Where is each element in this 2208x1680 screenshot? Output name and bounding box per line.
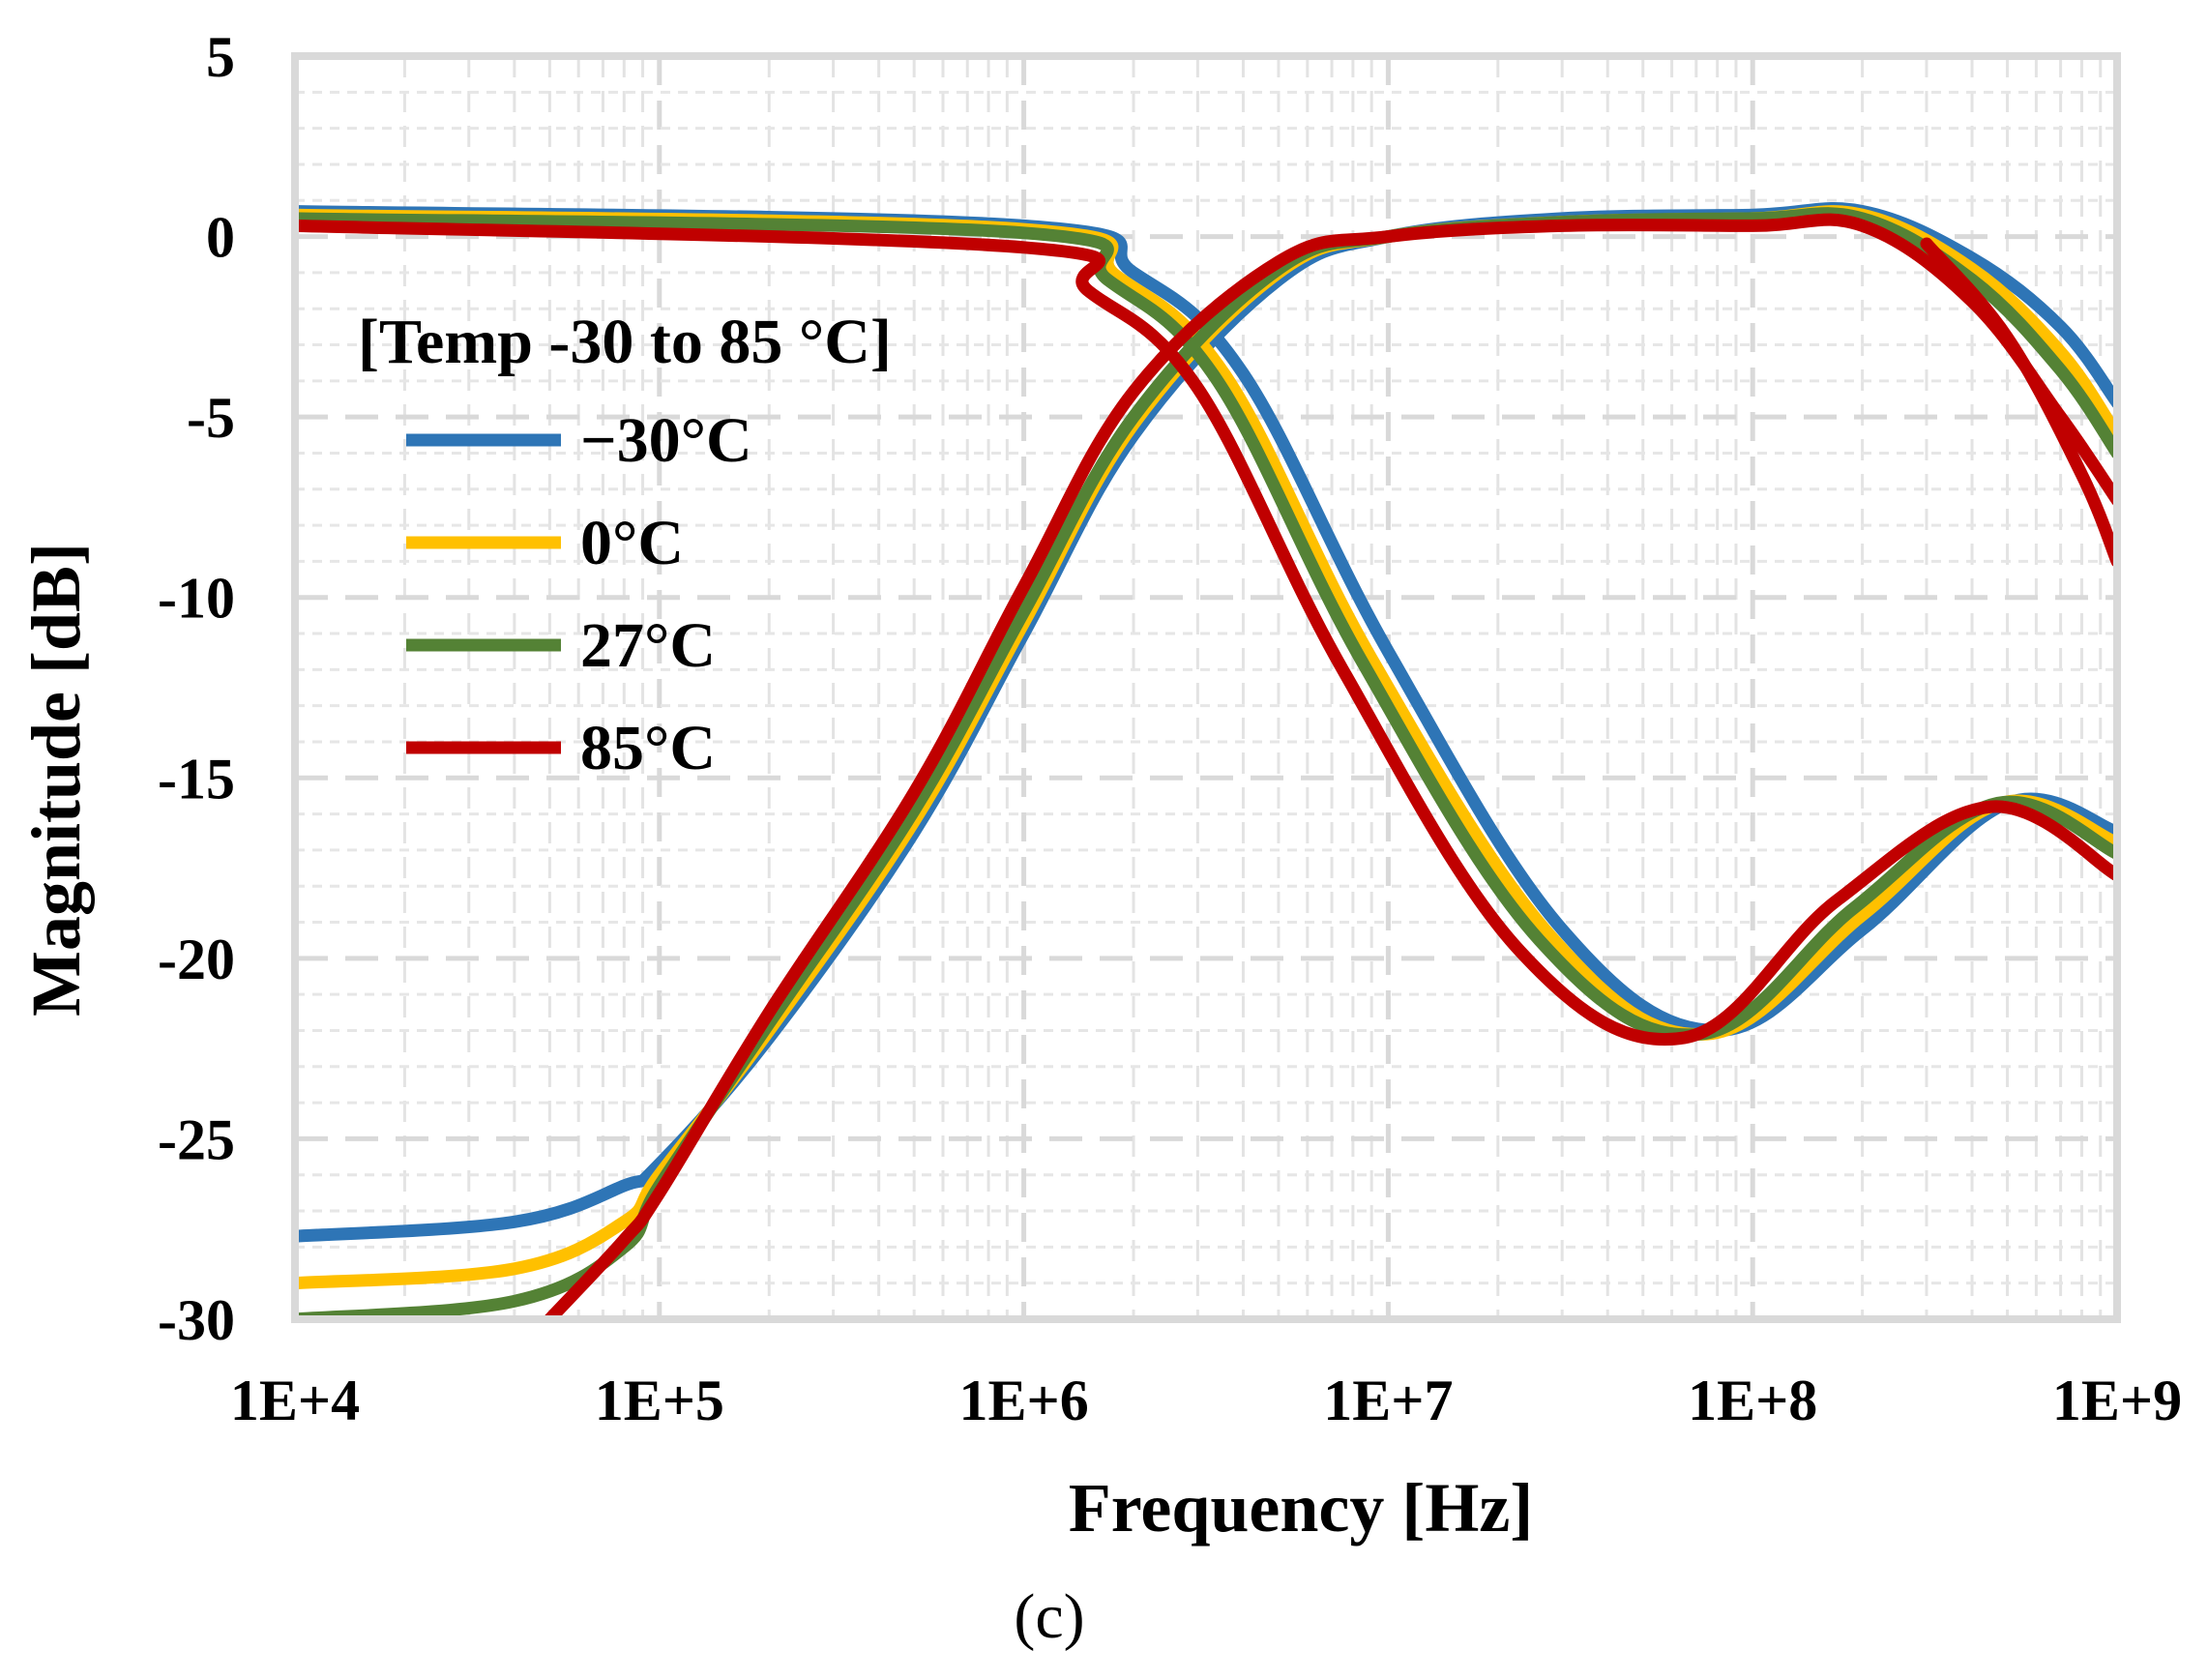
grid <box>292 53 2120 1322</box>
legend-title: [Temp -30 to 85 °C] <box>358 307 892 377</box>
y-tick-label: 5 <box>206 25 235 89</box>
y-axis-title: Magnitude [dB] <box>17 543 95 1017</box>
x-tick-label: 1E+4 <box>230 1369 360 1432</box>
legend-label: 85°C <box>580 713 716 783</box>
y-tick-label: -10 <box>158 567 235 631</box>
series-line-lowpass-3 <box>295 219 2117 1046</box>
series-line-lowpass-2 <box>295 212 2117 1042</box>
x-tick-label: 1E+8 <box>1688 1369 1817 1432</box>
legend-label: 27°C <box>580 610 716 681</box>
y-tick-label: -30 <box>158 1288 235 1352</box>
y-tick-labels: 5 0 -5 -10 -15 -20 -25 -30 <box>158 25 235 1352</box>
y-tick-label: -5 <box>187 386 235 450</box>
x-tick-label: 1E+7 <box>1323 1369 1453 1432</box>
x-tick-label: 1E+6 <box>958 1369 1088 1432</box>
y-tick-label: -15 <box>158 747 235 811</box>
legend-label: 0°C <box>580 508 684 578</box>
x-tick-label: 1E+9 <box>2052 1369 2182 1432</box>
series-line-highpass-4 <box>1920 237 2117 568</box>
plot-frame <box>291 52 2121 1323</box>
x-tick-labels: 1E+4 1E+5 1E+6 1E+7 1E+8 1E+9 <box>230 1369 2182 1432</box>
x-axis-title: Frequency [Hz] <box>1069 1469 1534 1547</box>
figure-caption: (c) <box>1014 1581 1084 1652</box>
legend-label: −30°C <box>580 405 752 476</box>
plot-area <box>295 56 2117 1319</box>
y-tick-label: -25 <box>158 1107 235 1171</box>
y-tick-label: -20 <box>158 928 235 991</box>
legend: [Temp -30 to 85 °C] −30°C 0°C 27°C 85°C <box>358 307 892 783</box>
y-tick-label: 0 <box>206 206 235 270</box>
series-line-highpass-3 <box>543 213 2117 1319</box>
x-tick-label: 1E+5 <box>595 1369 724 1432</box>
series-lines <box>295 201 2117 1319</box>
